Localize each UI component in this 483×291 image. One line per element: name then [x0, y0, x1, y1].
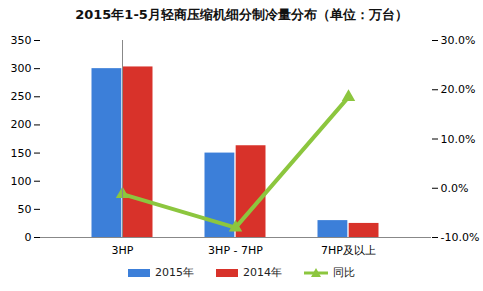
svg-text:250: 250 — [11, 90, 32, 103]
html-text:2014年: 2014年 — [243, 266, 282, 279]
svg-text:10.0%: 10.0% — [441, 133, 476, 146]
html-text:2015年1-5月轻商压缩机细分制冷量分布（单位：万台）: 2015年1-5月轻商压缩机细分制冷量分布（单位：万台） — [75, 7, 408, 22]
svg-text:7HP及以上: 7HP及以上 — [321, 244, 376, 257]
svg-text:30.0%: 30.0% — [441, 34, 476, 47]
svg-text:3HP: 3HP — [112, 244, 134, 257]
svg-text:50: 50 — [18, 203, 32, 216]
svg-text:300: 300 — [11, 62, 32, 75]
svg-text:0.0%: 0.0% — [441, 182, 469, 195]
svg-text:100: 100 — [11, 175, 32, 188]
svg-text:-10.0%: -10.0% — [441, 231, 480, 244]
html-text:同比: 同比 — [333, 266, 355, 279]
svg-text:20.0%: 20.0% — [441, 83, 476, 96]
html-text:2015年: 2015年 — [155, 266, 194, 279]
svg-text:3HP - 7HP: 3HP - 7HP — [208, 244, 263, 257]
svg-text:150: 150 — [11, 147, 32, 160]
svg-text:0: 0 — [25, 231, 32, 244]
svg-text:200: 200 — [11, 118, 32, 131]
svg-text:350: 350 — [11, 34, 32, 47]
